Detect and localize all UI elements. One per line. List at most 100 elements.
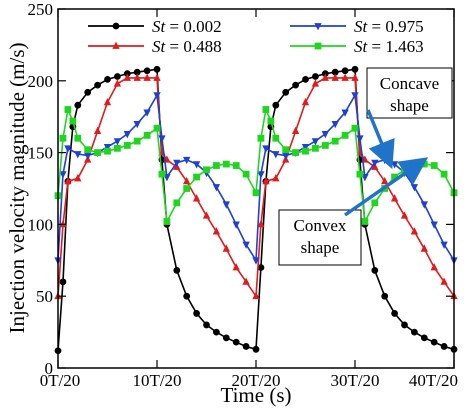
data-point <box>103 143 112 152</box>
data-point <box>314 23 322 31</box>
data-point <box>183 185 191 192</box>
annotation-box <box>366 67 453 119</box>
annotation-arrow <box>366 109 395 170</box>
data-point <box>430 221 438 229</box>
annotation: Convex shape <box>278 157 429 266</box>
data-point <box>173 199 181 207</box>
data-point <box>272 174 280 182</box>
data-point <box>257 134 265 142</box>
data-point <box>311 73 319 80</box>
data-point <box>430 263 438 271</box>
data-point <box>232 263 240 271</box>
data-point <box>410 328 418 336</box>
data-point <box>192 161 201 169</box>
annotation-text: Concave <box>380 74 439 93</box>
data-point <box>193 310 201 317</box>
data-point <box>153 73 161 81</box>
data-point <box>183 176 191 185</box>
data-point <box>143 131 151 139</box>
x-tick-label: 40T/20 <box>409 371 458 390</box>
data-point <box>59 134 67 142</box>
y-axis: 0 50 100 150 200 250 <box>28 0 454 378</box>
data-point <box>123 73 131 81</box>
data-point <box>64 106 72 113</box>
legend-label: St = 0.975 <box>354 17 424 36</box>
annotations: Concave shape Convex shape <box>278 67 453 266</box>
data-point <box>158 170 166 178</box>
data-point <box>183 292 191 300</box>
data-point <box>64 145 72 153</box>
data-point <box>104 75 111 83</box>
data-point <box>301 143 310 152</box>
data-point <box>123 131 131 139</box>
data-point <box>390 194 399 202</box>
data-point <box>314 42 322 50</box>
data-point <box>292 149 300 157</box>
data-point <box>257 220 265 228</box>
data-point <box>113 138 122 146</box>
data-point <box>232 338 240 346</box>
data-point <box>351 124 359 132</box>
data-point <box>59 171 67 179</box>
data-point <box>212 227 221 235</box>
y-tick-label: 250 <box>28 0 54 19</box>
x-tick-label: 30T/20 <box>330 371 379 390</box>
legend-item: St = 0.975 <box>290 17 424 36</box>
data-point <box>123 142 131 149</box>
data-point <box>311 138 320 146</box>
y-tick-label: 100 <box>28 215 54 234</box>
data-point <box>252 257 260 265</box>
data-point <box>440 170 448 178</box>
data-point <box>311 79 320 87</box>
series-1 <box>54 73 458 300</box>
data-point <box>242 170 250 178</box>
annotation-box <box>278 209 362 266</box>
data-point <box>420 334 428 342</box>
data-point <box>321 131 329 139</box>
data-point <box>262 145 270 153</box>
data-point <box>222 160 230 168</box>
x-tick-label: 0T/20 <box>40 371 81 390</box>
data-point <box>133 73 141 81</box>
data-point <box>112 41 120 49</box>
data-point <box>143 73 151 81</box>
data-point <box>114 144 121 152</box>
data-point <box>232 221 240 229</box>
data-point <box>272 151 280 159</box>
data-point <box>291 126 300 134</box>
data-point <box>133 120 141 129</box>
data-point <box>153 124 161 132</box>
y-tick-label: 50 <box>36 287 53 306</box>
data-point <box>430 162 438 169</box>
y-tick-label: 150 <box>28 144 54 163</box>
annotation-text: Convex <box>294 216 347 235</box>
data-point <box>192 194 201 202</box>
data-point <box>262 106 270 113</box>
data-point <box>351 92 359 100</box>
data-point <box>331 73 339 81</box>
data-point <box>203 321 210 329</box>
data-point <box>104 147 111 155</box>
series-layer <box>54 65 458 355</box>
data-point <box>381 176 389 185</box>
data-point <box>153 92 161 100</box>
data-point <box>351 65 359 73</box>
x-axis-title: Time (s) <box>221 383 292 407</box>
data-point <box>64 176 72 185</box>
data-point <box>341 67 349 75</box>
data-point <box>321 73 329 81</box>
data-point <box>202 211 211 219</box>
data-point <box>133 137 141 145</box>
data-point <box>112 22 120 30</box>
data-point <box>252 345 260 353</box>
data-point <box>361 218 369 225</box>
data-point <box>301 97 310 106</box>
data-point <box>282 88 290 96</box>
annotation-arrow <box>344 157 429 217</box>
data-point <box>193 173 201 181</box>
data-point <box>173 266 181 274</box>
data-point <box>356 170 364 178</box>
data-point <box>113 79 122 87</box>
data-point <box>84 88 92 96</box>
